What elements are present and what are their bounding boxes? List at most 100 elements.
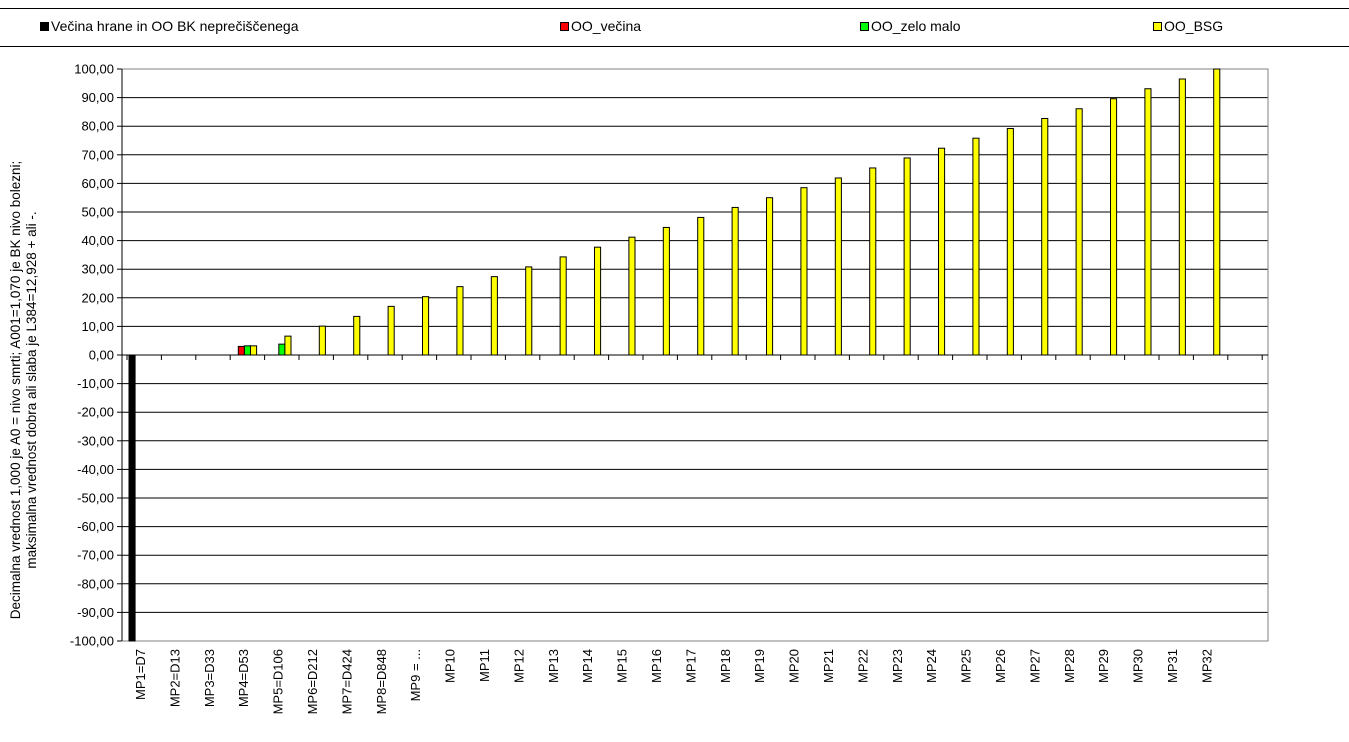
bar-4 <box>243 345 251 356</box>
x-tick-label: MP16 <box>649 649 664 683</box>
y-tick-label: -80,00 <box>77 576 114 591</box>
bar-10 <box>456 286 464 356</box>
y-tick-label: -90,00 <box>77 605 114 620</box>
x-tick-label: MP9 = ... <box>408 649 423 701</box>
bar-27 <box>1041 117 1049 356</box>
y-tick-label: 70,00 <box>81 147 114 162</box>
y-tick-label: 90,00 <box>81 90 114 105</box>
y-tick-label: -60,00 <box>77 519 114 534</box>
bar-12 <box>525 266 533 356</box>
y-tick-label: -10,00 <box>77 376 114 391</box>
bar-20 <box>800 187 808 356</box>
x-tick-label: MP2=D13 <box>167 649 182 707</box>
y-tick-label: -100,00 <box>70 634 114 649</box>
bar-24 <box>938 147 946 356</box>
x-tick-label: MP18 <box>718 649 733 683</box>
legend-label: OO_BSG <box>1164 18 1224 34</box>
bar-28 <box>1075 108 1083 356</box>
y-tick-label: -30,00 <box>77 433 114 448</box>
x-tick-label: MP29 <box>1096 649 1111 683</box>
x-tick-label: MP17 <box>683 649 698 683</box>
y-tick-label: -70,00 <box>77 548 114 563</box>
y-tick-label: 30,00 <box>81 262 114 277</box>
bar-16 <box>662 226 670 356</box>
bar-31 <box>1178 78 1186 356</box>
legend-swatch <box>40 21 49 31</box>
x-tick-label: MP1=D7 <box>133 649 148 700</box>
x-tick-label: MP22 <box>855 649 870 683</box>
bar-4 <box>250 345 258 356</box>
x-tick-label: MP32 <box>1199 649 1214 683</box>
legend-label: OO_zelo malo <box>871 18 961 34</box>
y-tick-label: 60,00 <box>81 176 114 191</box>
x-tick-label: MP8=D848 <box>374 649 389 714</box>
legend-item-oo-zelo-malo: OO_zelo malo <box>860 18 960 34</box>
legend-swatch <box>560 21 569 31</box>
x-tick-label: MP31 <box>1165 649 1180 683</box>
x-tick-label: MP25 <box>959 649 974 683</box>
legend-swatch <box>1153 21 1162 31</box>
y-tick-label: 100,00 <box>74 62 114 77</box>
y-tick-label: 0,00 <box>89 348 114 363</box>
bar-19 <box>766 197 774 356</box>
bar-11 <box>490 276 498 356</box>
y-tick-label: -40,00 <box>77 462 114 477</box>
x-tick-label: MP7=D424 <box>339 649 354 714</box>
x-tick-label: MP27 <box>1027 649 1042 683</box>
y-tick-label: -50,00 <box>77 491 114 506</box>
legend-item-vecina-hrane: Večina hrane in OO BK neprečiščenega <box>40 18 299 34</box>
bar-15 <box>628 236 636 356</box>
legend-item-oo-bsg: OO_BSG <box>1153 18 1223 34</box>
y-tick-label: 80,00 <box>81 119 114 134</box>
x-tick-label: MP6=D212 <box>305 649 320 714</box>
x-tick-label: MP21 <box>821 649 836 683</box>
bar-6 <box>318 325 326 356</box>
bar-5 <box>278 343 286 356</box>
x-tick-label: MP5=D106 <box>271 649 286 714</box>
x-tick-label: MP14 <box>580 649 595 683</box>
bar-22 <box>869 167 877 356</box>
bar-25 <box>972 137 980 356</box>
x-tick-label: MP19 <box>752 649 767 683</box>
bar-5 <box>284 335 292 356</box>
x-tick-label: MP20 <box>787 649 802 683</box>
bar-9 <box>422 296 430 356</box>
y-tick-label: 20,00 <box>81 290 114 305</box>
x-tick-label: MP12 <box>511 649 526 683</box>
x-tick-label: MP23 <box>890 649 905 683</box>
x-tick-label: MP10 <box>443 649 458 683</box>
x-tick-label: MP13 <box>546 649 561 683</box>
legend: Večina hrane in OO BK neprečiščenega OO_… <box>0 8 1349 42</box>
x-tick-label: MP28 <box>1062 649 1077 683</box>
y-tick-label: 40,00 <box>81 233 114 248</box>
x-tick-label: MP11 <box>477 649 492 682</box>
y-tick-label: -20,00 <box>77 405 114 420</box>
bar-29 <box>1110 98 1118 356</box>
x-tick-label: MP30 <box>1131 649 1146 683</box>
x-tick-label: MP3=D33 <box>202 649 217 707</box>
bar-21 <box>834 177 842 356</box>
bar-18 <box>731 206 739 356</box>
legend-swatch <box>860 21 869 31</box>
bar-32 <box>1213 68 1221 356</box>
bar-14 <box>594 246 602 356</box>
legend-bottom-rule <box>0 46 1349 47</box>
x-tick-label: MP26 <box>993 649 1008 683</box>
legend-label: Večina hrane in OO BK neprečiščenega <box>51 18 299 34</box>
bar-8 <box>387 305 395 356</box>
bar-7 <box>353 315 361 356</box>
x-tick-label: MP24 <box>924 649 939 683</box>
bar-13 <box>559 256 567 356</box>
legend-top-rule <box>0 8 1349 9</box>
y-tick-label: 10,00 <box>81 319 114 334</box>
bar-1 <box>128 354 136 642</box>
bar-30 <box>1144 88 1152 356</box>
bar-4 <box>237 345 245 356</box>
legend-item-oo-vecina: OO_večina <box>560 18 641 34</box>
bar-26 <box>1006 127 1014 356</box>
x-tick-label: MP15 <box>615 649 630 683</box>
x-tick-label: MP4=D53 <box>236 649 251 707</box>
legend-label: OO_večina <box>571 18 642 34</box>
